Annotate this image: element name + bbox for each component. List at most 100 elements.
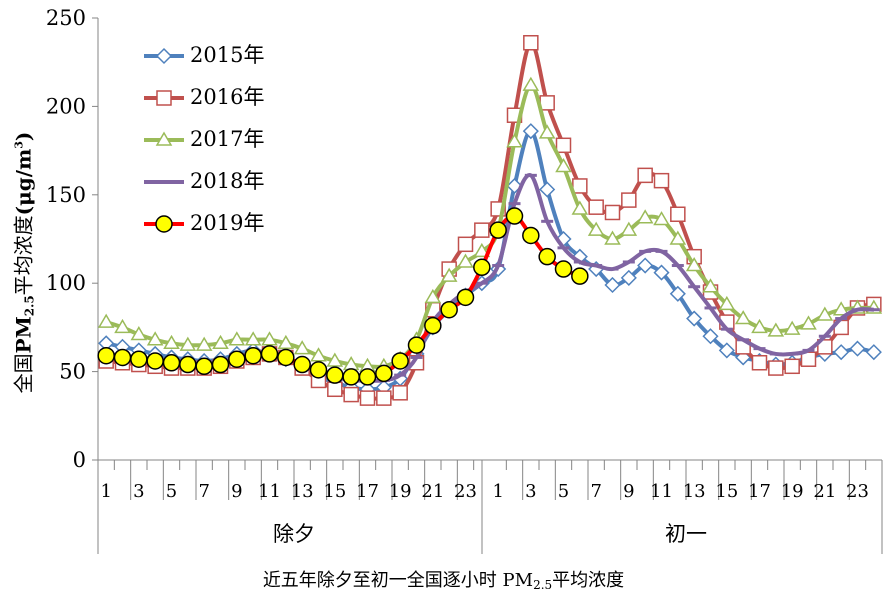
data-point	[637, 257, 654, 274]
data-point	[817, 339, 833, 355]
data-point	[162, 354, 181, 372]
x-tick-label: 19	[389, 481, 412, 502]
legend-swatch	[144, 90, 184, 106]
data-point	[800, 351, 817, 367]
data-point	[669, 285, 686, 302]
x-tick-label: 1	[100, 481, 111, 502]
data-point	[849, 340, 866, 357]
data-point	[309, 361, 328, 379]
data-point	[326, 366, 344, 384]
data-point	[293, 355, 311, 374]
y-tick-label: 0	[73, 448, 86, 472]
x-tick-label: 19	[781, 481, 804, 502]
data-point	[228, 350, 246, 368]
data-point	[342, 368, 360, 386]
data-point	[473, 242, 491, 258]
data-point	[277, 348, 295, 367]
legend-marker	[156, 90, 172, 106]
data-point	[113, 348, 132, 367]
data-point	[359, 390, 376, 406]
data-point	[228, 331, 246, 346]
x-tick-label: 9	[231, 481, 242, 502]
data-point	[474, 222, 490, 238]
data-point	[473, 258, 491, 277]
x-tick-label: 7	[198, 481, 209, 502]
data-point	[865, 344, 882, 361]
data-point	[653, 211, 670, 226]
y-axis-label: 全国PM2.5平均浓度(μg/m3)	[11, 131, 37, 394]
data-point	[261, 331, 278, 346]
x-tick-label: 3	[525, 481, 536, 502]
data-point	[604, 276, 621, 294]
data-point	[538, 124, 556, 139]
x-tick-label: 13	[291, 481, 314, 502]
x-tick-label: 3	[133, 481, 144, 502]
legend-item: 2016年	[142, 82, 342, 124]
data-point	[179, 336, 197, 351]
data-point	[376, 390, 392, 406]
data-point	[97, 346, 115, 365]
data-point	[424, 288, 442, 304]
data-point	[767, 322, 785, 337]
data-point	[97, 313, 115, 328]
data-point	[572, 178, 588, 194]
legend-item: 2017年	[142, 124, 342, 166]
x-tick-label: 23	[454, 481, 477, 502]
data-point	[555, 158, 572, 173]
data-point	[539, 181, 556, 198]
legend-marker	[155, 131, 173, 146]
data-point	[293, 340, 311, 355]
data-point	[163, 334, 180, 350]
data-point	[718, 342, 735, 359]
data-point	[391, 352, 409, 370]
data-point	[653, 172, 670, 189]
x-tick-label: 15	[323, 481, 346, 502]
data-point	[653, 264, 670, 281]
x-ticks: 1 3 5 7 9 11 13 15 17 19 21 23 1 3 5 7 9 11 13 15 17 19 21 23	[100, 460, 869, 502]
data-point	[636, 209, 654, 224]
data-point	[620, 269, 637, 286]
data-point	[244, 346, 262, 365]
data-point	[195, 336, 213, 351]
data-point	[783, 320, 801, 335]
data-point	[637, 167, 653, 184]
x-tick-label: 15	[715, 481, 738, 502]
legend: 2015年 2016年 2017年 2018年 2019年	[142, 40, 342, 250]
x-group-label: 除夕	[273, 522, 315, 546]
data-point	[424, 316, 442, 335]
legend-marker	[155, 215, 173, 233]
data-point	[179, 355, 197, 374]
y-tick-label: 150	[46, 183, 86, 207]
x-tick-label: 21	[813, 481, 836, 502]
data-point	[604, 230, 621, 245]
data-point	[522, 76, 540, 91]
data-point	[244, 331, 262, 346]
legend-label: 2018年	[190, 169, 265, 193]
x-tick-label: 23	[846, 481, 869, 502]
data-point	[784, 358, 800, 375]
series-5	[97, 207, 589, 386]
data-point	[832, 301, 850, 316]
x-tick-label: 13	[683, 481, 706, 502]
data-point	[130, 325, 148, 341]
data-point	[130, 350, 148, 368]
legend-swatch	[144, 131, 184, 146]
data-point	[440, 300, 458, 319]
data-point	[555, 137, 572, 154]
data-point	[751, 355, 768, 371]
legend-swatch	[144, 47, 184, 65]
legend-item: 2018年	[142, 166, 342, 208]
data-point	[571, 200, 589, 215]
data-point	[260, 345, 279, 363]
data-point	[538, 247, 556, 266]
data-point	[522, 123, 539, 140]
data-point	[718, 295, 736, 311]
y-tick-label: 200	[46, 94, 86, 118]
x-groups: 除夕 初一	[273, 522, 707, 546]
legend-swatch	[144, 215, 184, 233]
legend-swatch	[144, 180, 184, 184]
data-point	[505, 207, 524, 225]
data-point	[457, 236, 474, 253]
data-point	[212, 334, 229, 350]
